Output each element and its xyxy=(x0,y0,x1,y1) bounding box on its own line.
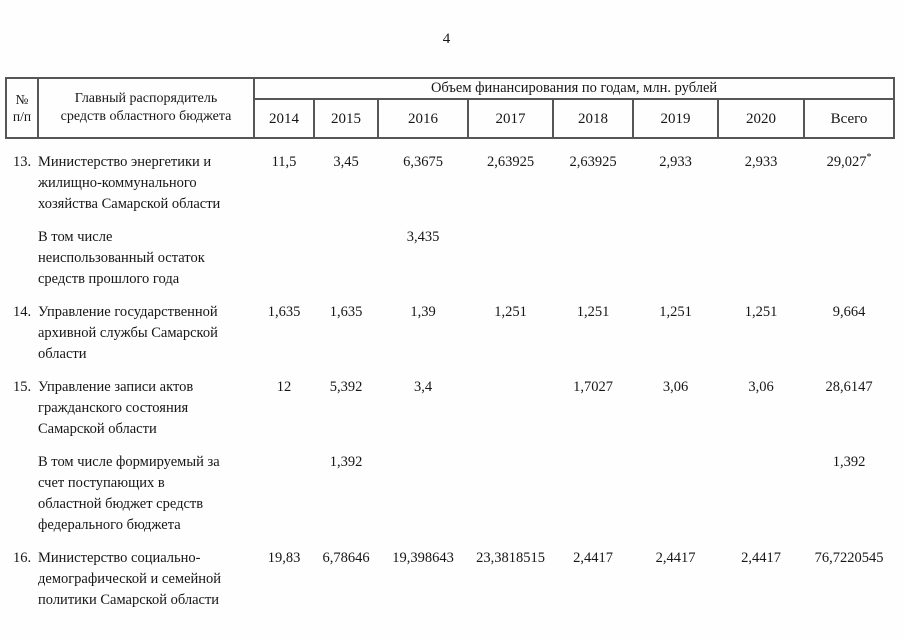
row-value xyxy=(468,377,553,452)
row-value xyxy=(633,227,718,302)
row-number: 16. xyxy=(13,550,32,566)
row-value: 2,4417 xyxy=(741,550,781,566)
column-header-2014: 2014 xyxy=(253,98,315,139)
column-header-2016: 2016 xyxy=(377,98,469,139)
table-body: 13. Министерство энергетики и жилищно-ком… xyxy=(6,138,894,623)
row-name: В том числе неиспользованный остаток сре… xyxy=(38,229,205,287)
page-number: 4 xyxy=(442,31,451,47)
row-value: 11,5 xyxy=(271,154,297,170)
header-row-top: № п/п Главный распорядитель средств обла… xyxy=(5,77,896,139)
row-name: Министерство социально- демографической … xyxy=(38,550,222,608)
row-value: 1,251 xyxy=(576,304,610,320)
row-value xyxy=(468,452,553,548)
row-value xyxy=(254,227,314,302)
row-value xyxy=(718,227,804,302)
row-value: 3,06 xyxy=(748,379,774,395)
row-value: 3,45 xyxy=(333,154,359,170)
row-value: 1,635 xyxy=(267,304,301,320)
row-value: 28,6147 xyxy=(825,379,873,395)
row-value: 2,933 xyxy=(659,154,692,170)
row-value xyxy=(378,452,468,548)
column-header-total: Всего xyxy=(802,98,896,139)
financing-table: № п/п Главный распорядитель средств обла… xyxy=(5,77,896,623)
column-header-2017: 2017 xyxy=(467,98,554,139)
row-value: 23,3818515 xyxy=(476,550,545,566)
table-row: 13. Министерство энергетики и жилищно-ком… xyxy=(6,138,894,227)
row-value xyxy=(553,227,633,302)
row-value xyxy=(633,452,718,548)
column-header-2018: 2018 xyxy=(552,98,634,139)
row-number: 13. xyxy=(13,154,32,170)
row-value xyxy=(804,227,894,302)
row-number xyxy=(6,227,38,302)
row-name: В том числе формируемый за счет поступаю… xyxy=(38,454,220,533)
row-value: 3,435 xyxy=(406,229,440,245)
row-name: Управление государственной архивной служ… xyxy=(38,304,218,362)
row-number: 14. xyxy=(13,304,32,320)
row-value: 19,83 xyxy=(267,550,301,566)
row-value: 6,3675 xyxy=(403,154,443,170)
row-value: 3,06 xyxy=(662,379,689,395)
row-value: 1,251 xyxy=(744,304,778,320)
row-value: 2,63925 xyxy=(486,154,535,170)
row-value: 1,392 xyxy=(329,454,363,470)
table-row: 15. Управление записи актов гражданского … xyxy=(6,377,894,452)
row-value: 1,251 xyxy=(659,304,692,320)
row-value: 1,7027 xyxy=(573,379,613,395)
row-value: 19,398643 xyxy=(392,550,454,566)
footnote-asterisk: * xyxy=(866,152,872,164)
row-value: 2,63925 xyxy=(569,154,617,170)
table-row: 16. Министерство социально- демографическ… xyxy=(6,548,894,623)
row-value: 1,635 xyxy=(329,304,363,320)
row-value: 3,4 xyxy=(413,379,433,395)
table-row: 14. Управление государственной архивной с… xyxy=(6,302,894,377)
column-header-num: № п/п xyxy=(5,77,39,139)
row-value: 76,7220545 xyxy=(814,550,884,566)
row-value xyxy=(314,227,378,302)
row-value: 2,933 xyxy=(744,154,778,170)
table-row: В том числе формируемый за счет поступаю… xyxy=(6,452,894,548)
row-value: 12 xyxy=(276,379,292,395)
row-value: 5,392 xyxy=(329,379,363,395)
column-header-2019: 2019 xyxy=(632,98,719,139)
row-value: 6,78646 xyxy=(322,550,370,566)
column-header-2015: 2015 xyxy=(313,98,379,139)
header-row-years: 2014 2015 2016 2017 2018 2019 2020 Всего xyxy=(6,98,896,139)
row-value: 1,39 xyxy=(410,304,436,320)
row-name: Министерство энергетики и жилищно-коммун… xyxy=(38,154,221,212)
row-value xyxy=(468,227,553,302)
row-value: 2,4417 xyxy=(655,550,696,566)
row-value xyxy=(254,452,314,548)
row-value: 1,251 xyxy=(494,304,527,320)
column-header-financing-group: Объем финансирования по годам, млн. рубл… xyxy=(252,77,896,100)
row-value: 9,664 xyxy=(832,304,866,320)
row-number: 15. xyxy=(13,379,32,395)
row-value: 29,027* xyxy=(826,152,872,170)
row-name: Управление записи актов гражданского сос… xyxy=(38,379,194,437)
column-header-2020: 2020 xyxy=(717,98,805,139)
row-value xyxy=(553,452,633,548)
column-header-manager: Главный распорядитель средств областного… xyxy=(37,77,255,139)
row-value: 1,392 xyxy=(832,454,866,470)
table-header: № п/п Главный распорядитель средств обла… xyxy=(5,77,896,139)
row-number xyxy=(6,452,38,548)
row-value xyxy=(718,452,804,548)
row-value: 2,4417 xyxy=(573,550,613,566)
table-row: В том числе неиспользованный остаток сре… xyxy=(6,227,894,302)
